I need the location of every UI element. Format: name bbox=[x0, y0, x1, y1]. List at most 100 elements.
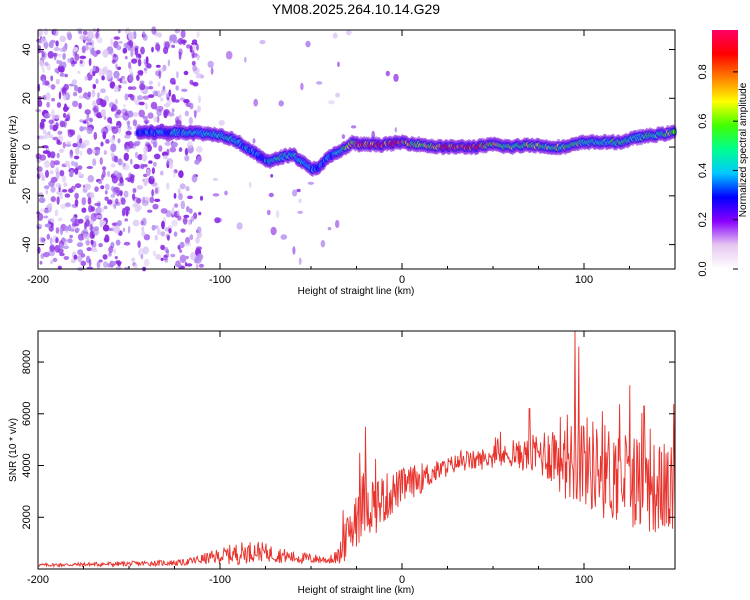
noise-blob bbox=[111, 103, 117, 112]
noise-blob bbox=[270, 226, 277, 236]
noise-blob bbox=[316, 81, 323, 85]
noise-blob bbox=[178, 114, 182, 121]
noise-blob bbox=[86, 113, 90, 122]
noise-blob bbox=[142, 246, 149, 255]
noise-blob bbox=[121, 207, 126, 217]
noise-blob bbox=[66, 140, 72, 145]
noise-blob bbox=[188, 220, 191, 226]
colorbar-gradient bbox=[712, 30, 738, 269]
noise-blob bbox=[124, 93, 129, 101]
noise-blob bbox=[81, 45, 86, 54]
noise-blob bbox=[156, 228, 161, 236]
noise-blob bbox=[113, 70, 120, 79]
noise-blob bbox=[292, 189, 298, 197]
spectrogram-ridge-layer bbox=[135, 124, 677, 177]
noise-blob bbox=[72, 143, 78, 148]
noise-blob bbox=[173, 231, 178, 237]
noise-blob bbox=[39, 123, 45, 130]
noise-blob bbox=[96, 36, 103, 44]
noise-blob bbox=[189, 234, 194, 241]
noise-blob bbox=[93, 131, 98, 140]
noise-blob bbox=[95, 149, 101, 155]
noise-blob bbox=[186, 44, 192, 49]
noise-blob bbox=[68, 224, 72, 232]
noise-blob bbox=[79, 150, 83, 157]
x-tick-label: -200 bbox=[27, 274, 49, 286]
noise-blob bbox=[130, 49, 133, 58]
noise-blob bbox=[104, 183, 110, 191]
noise-blob bbox=[43, 185, 50, 190]
noise-blob bbox=[248, 181, 252, 188]
noise-blob bbox=[90, 212, 97, 222]
noise-blob bbox=[116, 114, 124, 118]
noise-blob bbox=[74, 192, 79, 200]
noise-blob bbox=[50, 84, 56, 90]
noise-blob bbox=[95, 31, 99, 40]
noise-blob bbox=[176, 71, 179, 79]
noise-blob bbox=[115, 63, 118, 70]
noise-blob bbox=[110, 38, 113, 46]
noise-blob bbox=[178, 170, 184, 179]
noise-blob bbox=[183, 70, 189, 76]
noise-blob bbox=[135, 151, 138, 159]
noise-blob bbox=[74, 218, 80, 227]
noise-blob bbox=[158, 145, 163, 152]
noise-blob bbox=[160, 244, 166, 251]
noise-blob bbox=[87, 91, 92, 98]
noise-blob bbox=[168, 228, 172, 234]
noise-blob bbox=[160, 170, 164, 176]
noise-blob bbox=[113, 248, 117, 255]
noise-blob bbox=[85, 42, 93, 46]
x-tick-label: -100 bbox=[209, 574, 231, 586]
noise-blob bbox=[157, 32, 163, 38]
noise-blob bbox=[131, 58, 138, 64]
noise-blob bbox=[83, 126, 88, 131]
noise-blob bbox=[178, 48, 183, 56]
noise-blob bbox=[147, 112, 154, 119]
noise-blob bbox=[102, 131, 107, 140]
noise-blob bbox=[75, 146, 80, 155]
noise-blob bbox=[136, 95, 144, 101]
noise-blob bbox=[259, 39, 266, 45]
noise-blob bbox=[67, 58, 73, 63]
noise-blob bbox=[332, 32, 338, 39]
noise-blob bbox=[93, 228, 99, 236]
noise-blob bbox=[53, 46, 60, 52]
noise-blob bbox=[155, 253, 162, 260]
noise-blob bbox=[191, 174, 198, 183]
noise-blob bbox=[199, 195, 204, 201]
noise-blob bbox=[94, 186, 99, 193]
noise-blob bbox=[134, 99, 140, 106]
noise-blob bbox=[74, 199, 79, 207]
colorbar-tick-label: 0.8 bbox=[697, 64, 709, 79]
noise-blob bbox=[47, 150, 51, 158]
noise-blob bbox=[117, 138, 121, 144]
noise-blob bbox=[148, 160, 153, 164]
noise-blob bbox=[82, 139, 90, 147]
noise-blob bbox=[70, 258, 77, 264]
noise-blob bbox=[143, 119, 150, 124]
noise-blob bbox=[196, 146, 203, 153]
noise-blob bbox=[96, 97, 100, 104]
noise-blob bbox=[188, 208, 193, 214]
noise-blob bbox=[57, 248, 64, 254]
noise-blob bbox=[110, 152, 115, 158]
noise-blob bbox=[253, 98, 258, 107]
noise-blob bbox=[39, 236, 45, 243]
noise-blob bbox=[76, 242, 84, 247]
noise-blob bbox=[278, 100, 284, 107]
noise-blob bbox=[73, 155, 80, 160]
noise-blob bbox=[40, 64, 45, 70]
noise-blob bbox=[166, 99, 172, 106]
noise-blob bbox=[103, 261, 108, 268]
noise-blob bbox=[192, 64, 198, 72]
noise-blob bbox=[123, 190, 129, 198]
noise-blob bbox=[178, 193, 183, 201]
noise-blob bbox=[86, 127, 93, 135]
noise-blob bbox=[129, 73, 134, 83]
x-tick-label: 100 bbox=[575, 274, 593, 286]
noise-blob bbox=[79, 126, 85, 132]
noise-blob bbox=[122, 162, 126, 167]
noise-blob bbox=[109, 81, 116, 89]
